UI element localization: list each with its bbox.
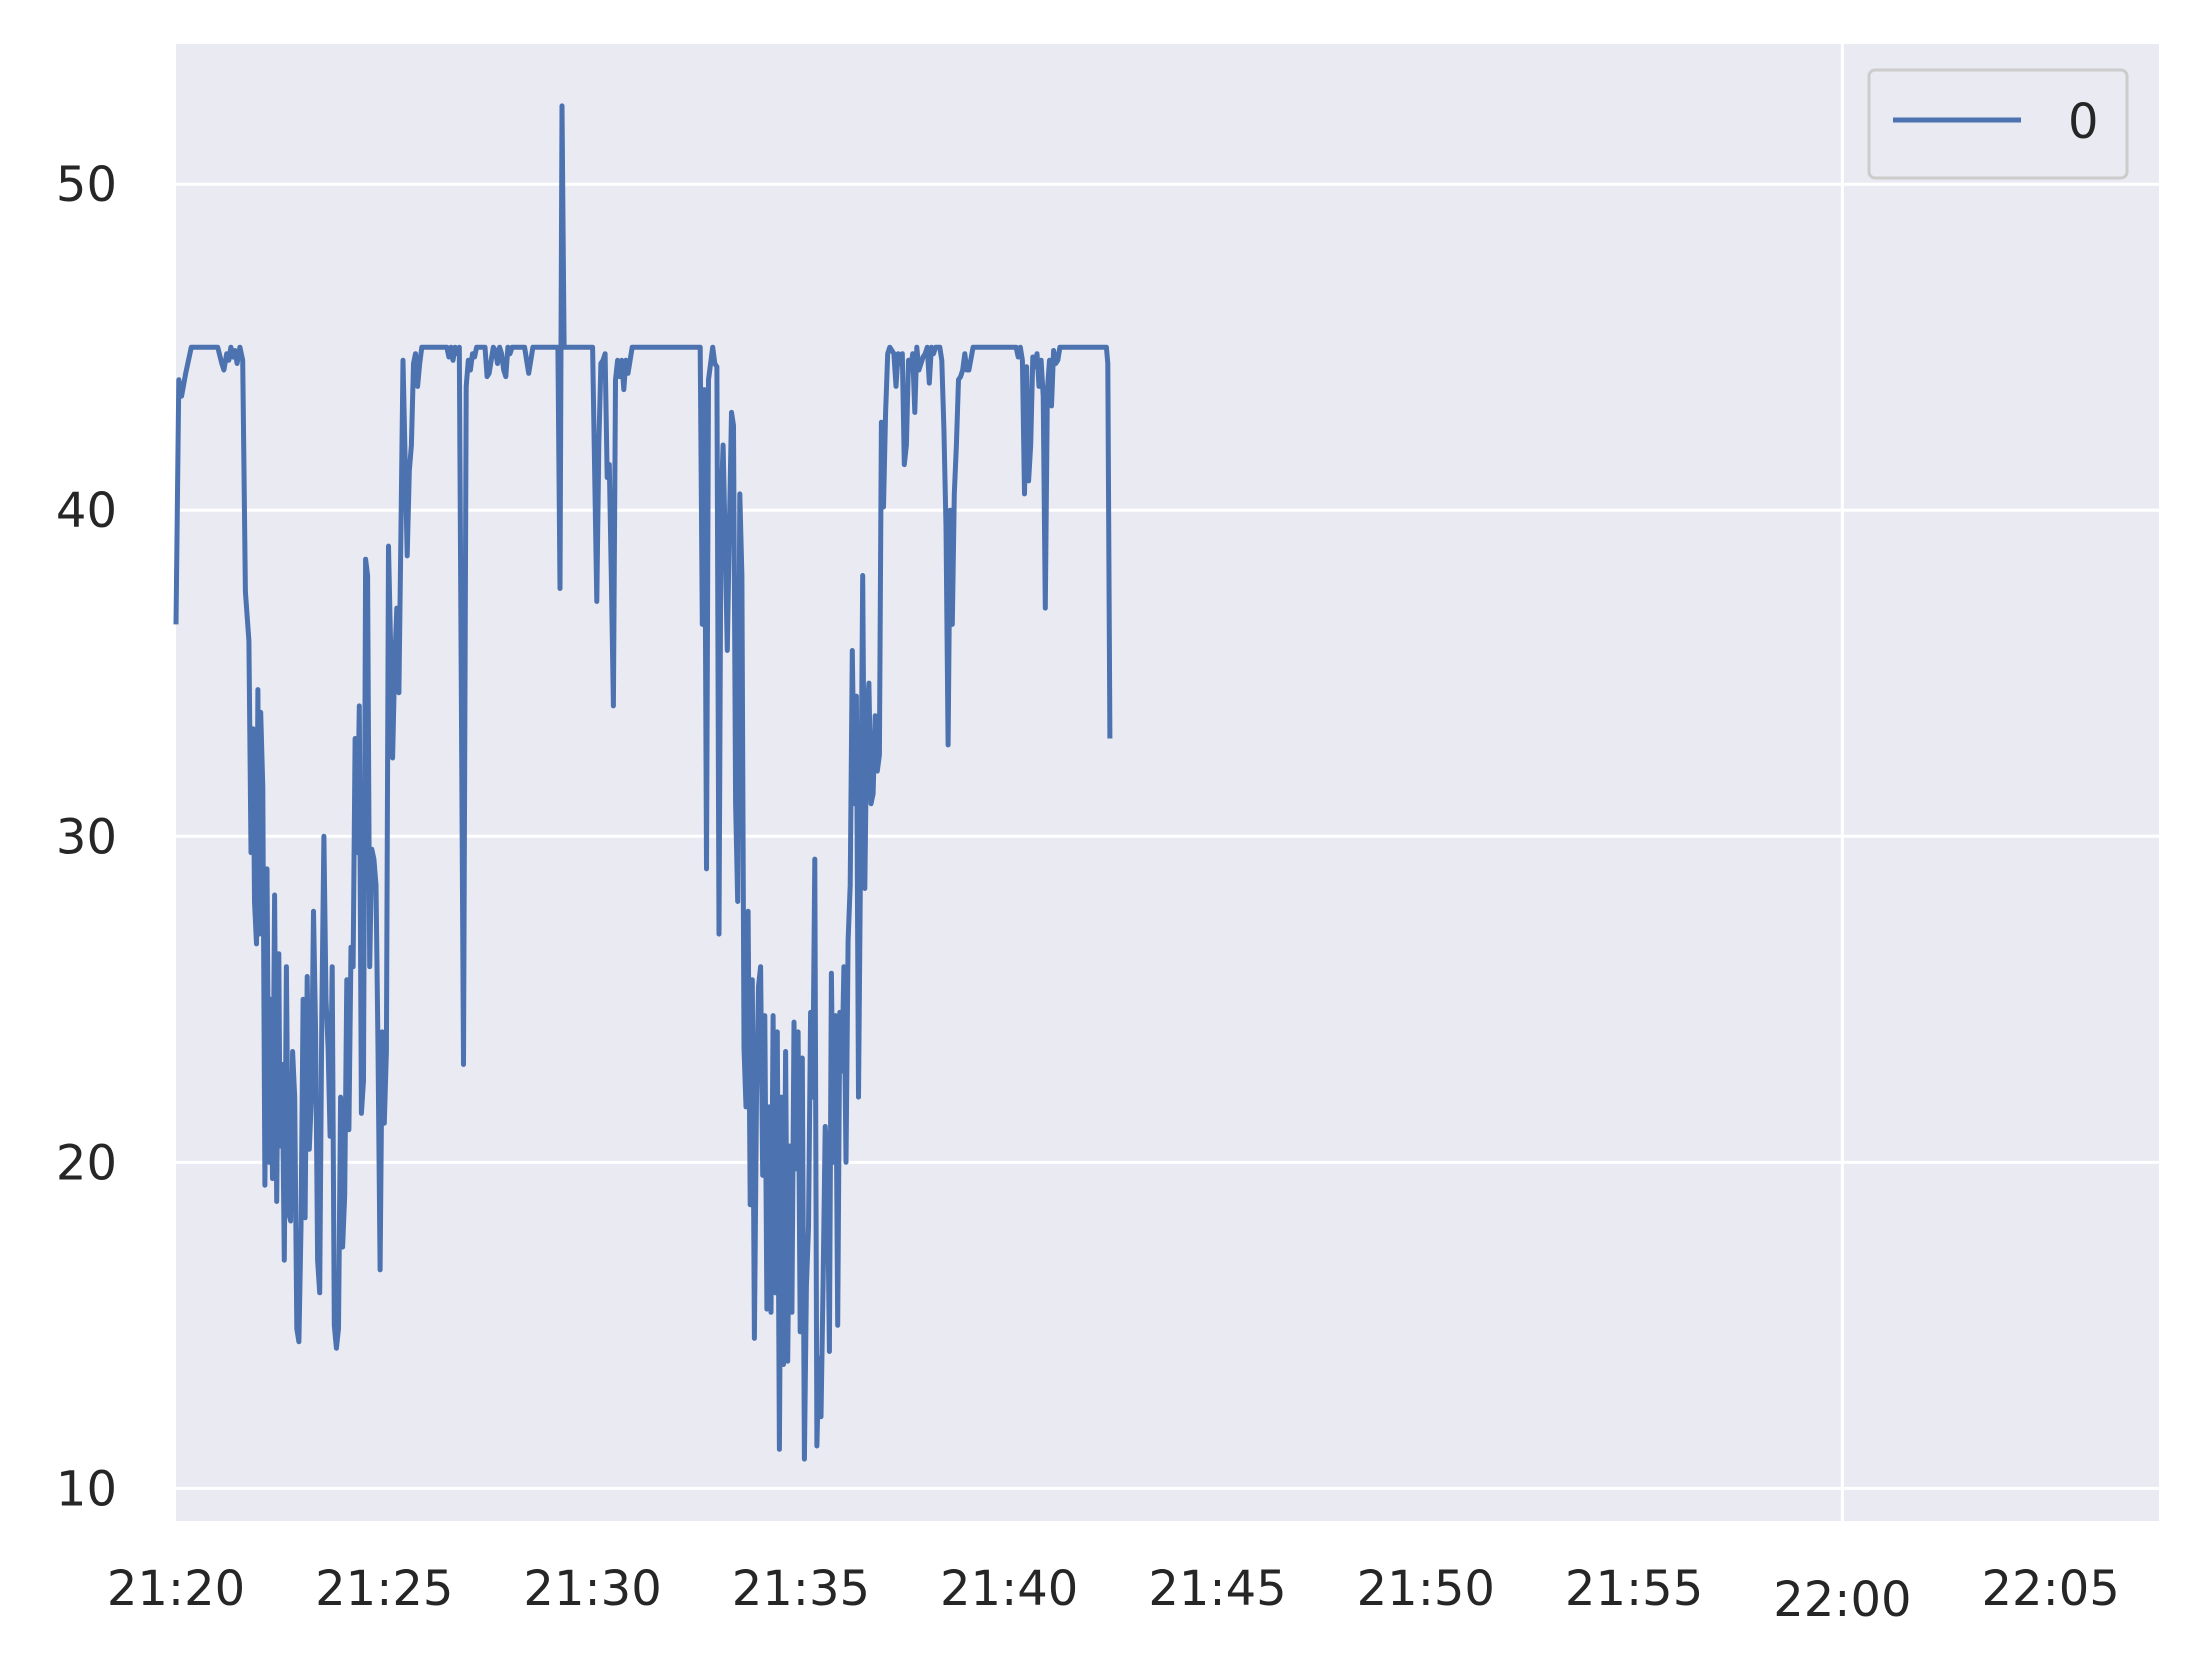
x-tick-label-2120: 21:20: [107, 1561, 245, 1617]
x-tick-label-2205: 22:05: [1982, 1561, 2120, 1617]
y-tick-label-30: 30: [56, 809, 117, 865]
x-tick-label-2150: 21:50: [1357, 1561, 1495, 1617]
y-tick-label-20: 20: [56, 1135, 117, 1191]
series-group: [173, 103, 1113, 1462]
x-tick-labels: 21:20 21:25 21:30 21:35 21:40 21:45 21:50 21:55…: [107, 1561, 2120, 1628]
x-tick-label-2140: 21:40: [940, 1561, 1078, 1617]
legend-label-0: 0: [2068, 94, 2099, 150]
x-tick-label-2200: 22:00: [1773, 1572, 1911, 1628]
x-tick-label-2145: 21:45: [1148, 1561, 1286, 1617]
y-tick-label-10: 10: [56, 1461, 117, 1517]
legend-box: [1867, 68, 2129, 180]
series-line-0: [173, 103, 1113, 1462]
legend: 0: [1867, 68, 2129, 180]
x-tick-label-2135: 21:35: [732, 1561, 870, 1617]
y-tick-labels: 10 20 30 40 50: [56, 157, 117, 1517]
y-tick-label-40: 40: [56, 483, 117, 539]
plot-background: [176, 44, 2159, 1521]
x-tick-label-2130: 21:30: [523, 1561, 661, 1617]
x-tick-label-2155: 21:55: [1565, 1561, 1703, 1617]
y-tick-label-50: 50: [56, 157, 117, 213]
gridlines: [176, 44, 2159, 1521]
x-tick-label-2125: 21:25: [315, 1561, 453, 1617]
